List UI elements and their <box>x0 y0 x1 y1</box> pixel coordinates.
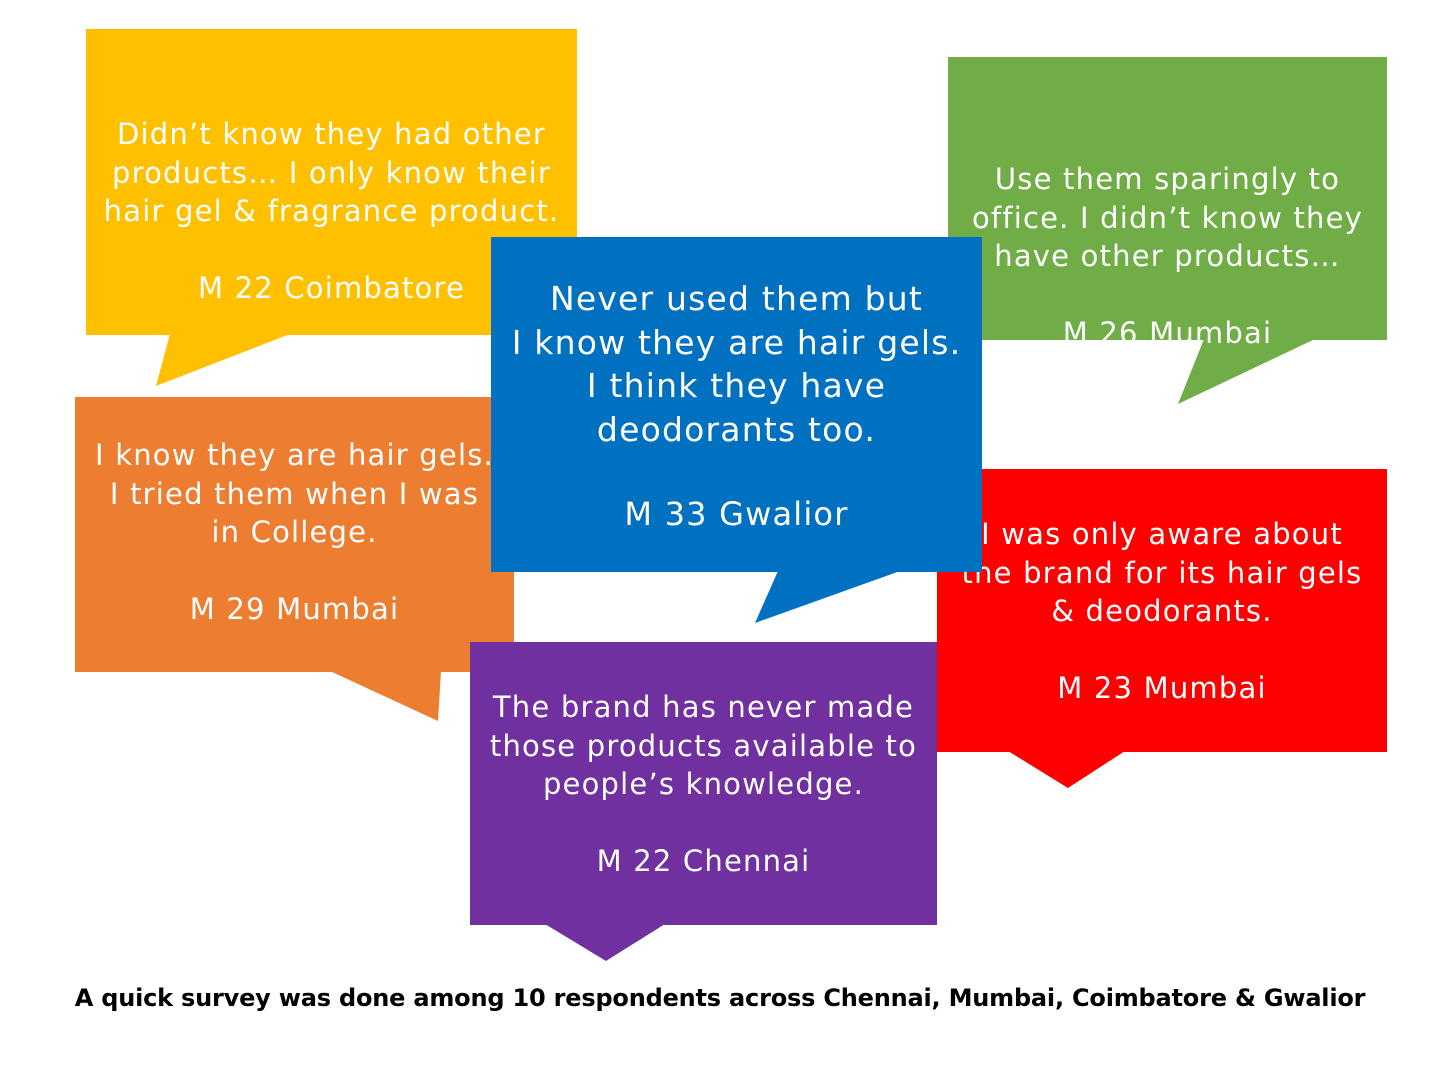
speech-bubble-yellow: Didn’t know they had other products… I o… <box>86 29 577 335</box>
speech-bubble-tail-yellow <box>156 334 290 386</box>
speech-bubble-green: Use them sparingly to office. I didn’t k… <box>948 57 1387 350</box>
speech-bubble-blue: Never used them but I know they are hair… <box>491 237 982 572</box>
respondent-label: M 33 Gwalior <box>624 495 849 533</box>
speech-bubble-tail-red <box>1008 751 1125 788</box>
respondent-label: M 23 Mumbai <box>1057 670 1267 705</box>
respondent-label: M 22 Chennai <box>596 843 811 878</box>
speech-bubble-purple: The brand has never made those products … <box>470 642 937 925</box>
speech-bubble-tail-orange <box>330 671 441 721</box>
bubble-quote: I know they are hair gels. I tried them … <box>95 438 494 549</box>
speech-bubble-orange: I know they are hair gels. I tried them … <box>75 397 514 672</box>
speech-bubble-tail-purple-shape <box>545 924 665 961</box>
bubble-quote: Use them sparingly to office. I didn’t k… <box>971 162 1364 273</box>
bubble-quote: Never used them but I know they are hair… <box>511 279 962 449</box>
speech-bubble-tail-blue-shape <box>755 571 900 623</box>
bubble-quote: I was only aware about the brand for its… <box>961 517 1363 628</box>
respondent-label: M 29 Mumbai <box>189 591 400 626</box>
bubble-quote: Didn’t know they had other products… I o… <box>103 117 560 228</box>
respondent-label: M 26 Mumbai <box>1062 315 1273 350</box>
bubble-quote: The brand has never made those products … <box>489 690 918 801</box>
speech-bubble-red: I was only aware about the brand for its… <box>937 469 1387 752</box>
respondent-label: M 22 Coimbatore <box>197 270 466 305</box>
speech-bubble-tail-green <box>1178 339 1315 404</box>
survey-caption: A quick survey was done among 10 respond… <box>74 984 1366 1012</box>
